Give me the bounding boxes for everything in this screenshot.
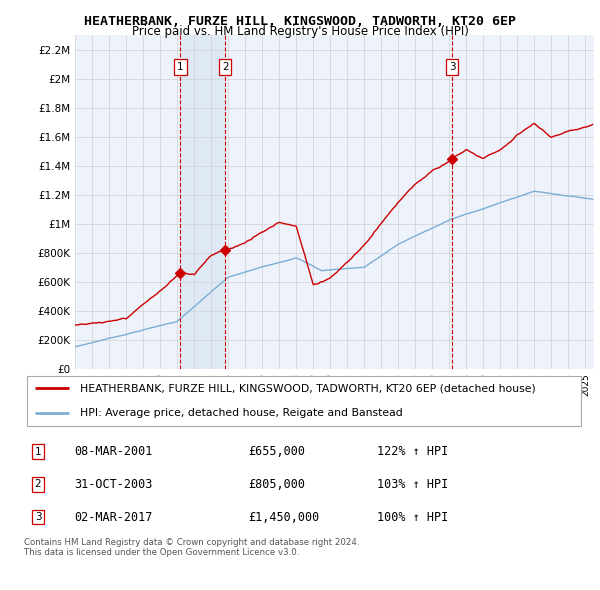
Text: 122% ↑ HPI: 122% ↑ HPI — [377, 445, 449, 458]
Text: HEATHERBANK, FURZE HILL, KINGSWOOD, TADWORTH, KT20 6EP: HEATHERBANK, FURZE HILL, KINGSWOOD, TADW… — [84, 15, 516, 28]
Bar — [181, 35, 225, 369]
Text: Contains HM Land Registry data © Crown copyright and database right 2024.
This d: Contains HM Land Registry data © Crown c… — [24, 538, 359, 558]
Text: 08-MAR-2001: 08-MAR-2001 — [74, 445, 153, 458]
Text: 2: 2 — [222, 63, 229, 73]
Text: HPI: Average price, detached house, Reigate and Banstead: HPI: Average price, detached house, Reig… — [80, 408, 403, 418]
Text: 02-MAR-2017: 02-MAR-2017 — [74, 510, 153, 523]
Text: 31-OCT-2003: 31-OCT-2003 — [74, 478, 153, 491]
Text: 1: 1 — [35, 447, 41, 457]
FancyBboxPatch shape — [27, 376, 581, 425]
Text: 2: 2 — [35, 480, 41, 489]
Text: Price paid vs. HM Land Registry's House Price Index (HPI): Price paid vs. HM Land Registry's House … — [131, 25, 469, 38]
Text: £655,000: £655,000 — [248, 445, 305, 458]
Text: 3: 3 — [449, 63, 455, 73]
Text: 3: 3 — [35, 512, 41, 522]
Text: 1: 1 — [177, 63, 184, 73]
Text: £805,000: £805,000 — [248, 478, 305, 491]
Text: 103% ↑ HPI: 103% ↑ HPI — [377, 478, 449, 491]
Text: HEATHERBANK, FURZE HILL, KINGSWOOD, TADWORTH, KT20 6EP (detached house): HEATHERBANK, FURZE HILL, KINGSWOOD, TADW… — [80, 383, 536, 393]
Text: £1,450,000: £1,450,000 — [248, 510, 320, 523]
Text: 100% ↑ HPI: 100% ↑ HPI — [377, 510, 449, 523]
